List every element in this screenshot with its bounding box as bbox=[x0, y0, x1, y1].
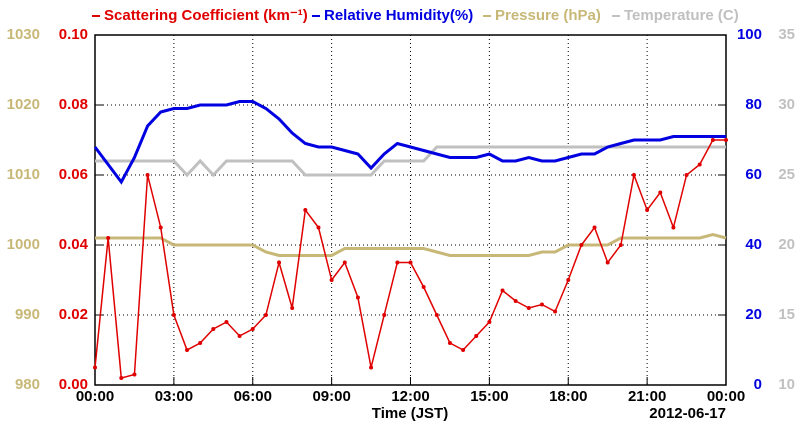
data-point bbox=[645, 208, 650, 212]
x-tick-label: 00:00 bbox=[76, 388, 114, 405]
y-tick-label: 30 bbox=[778, 96, 795, 113]
x-tick-label: 18:00 bbox=[549, 388, 587, 405]
y-tick-label: 0.06 bbox=[59, 166, 88, 183]
data-point bbox=[539, 302, 544, 307]
y-tick-label: 60 bbox=[745, 166, 762, 183]
data-point bbox=[553, 309, 558, 314]
data-point bbox=[526, 306, 531, 310]
data-point bbox=[342, 260, 347, 265]
data-point bbox=[263, 313, 268, 317]
y-tick-label: 0.00 bbox=[59, 376, 88, 393]
data-point bbox=[631, 173, 636, 177]
x-tick-label: 21:00 bbox=[628, 388, 666, 405]
legend-label: Temperature (C) bbox=[624, 7, 739, 24]
data-point bbox=[487, 320, 492, 324]
data-point bbox=[579, 243, 584, 247]
data-point bbox=[618, 243, 623, 247]
data-point bbox=[710, 138, 715, 142]
x-tick-label: 12:00 bbox=[391, 388, 429, 405]
y-tick-label: 0 bbox=[754, 376, 762, 393]
y-tick-label: 0.10 bbox=[59, 26, 88, 43]
y-tick-label: 10 bbox=[778, 376, 795, 393]
data-point bbox=[605, 260, 610, 265]
y-tick-label: 0.04 bbox=[59, 236, 89, 253]
data-point bbox=[211, 327, 216, 331]
data-point bbox=[277, 260, 282, 265]
data-point bbox=[237, 334, 242, 338]
data-point bbox=[500, 288, 505, 293]
date-label: 2012-06-17 bbox=[649, 405, 726, 422]
y-tick-label: 0.02 bbox=[59, 306, 88, 323]
data-point bbox=[461, 348, 466, 352]
data-point bbox=[421, 285, 426, 289]
data-point bbox=[224, 320, 229, 324]
x-tick-label: 09:00 bbox=[312, 388, 350, 405]
x-tick-label: 15:00 bbox=[470, 388, 508, 405]
y-tick-label: 990 bbox=[15, 306, 40, 323]
y-tick-label: 80 bbox=[745, 96, 762, 113]
data-point bbox=[329, 278, 334, 282]
legend-label: Relative Humidity(%) bbox=[324, 7, 473, 24]
data-point bbox=[106, 236, 111, 240]
data-point bbox=[171, 313, 176, 317]
data-point bbox=[198, 341, 203, 345]
y-tick-label: 40 bbox=[745, 236, 762, 253]
data-point bbox=[158, 225, 163, 230]
data-point bbox=[447, 341, 452, 345]
data-point bbox=[592, 225, 597, 230]
series-line bbox=[93, 100, 726, 185]
x-tick-label: 00:00 bbox=[707, 388, 745, 405]
y-tick-label: 20 bbox=[778, 236, 795, 253]
x-axis-label: Time (JST) bbox=[372, 405, 448, 422]
data-point bbox=[145, 173, 150, 177]
y-tick-label: 1020 bbox=[7, 96, 40, 113]
data-point bbox=[119, 376, 124, 380]
x-tick-label: 06:00 bbox=[234, 388, 272, 405]
data-point bbox=[395, 260, 400, 265]
data-point bbox=[369, 365, 374, 370]
data-point bbox=[408, 260, 413, 265]
y-tick-label: 1000 bbox=[7, 236, 40, 253]
y-tick-label: 1010 bbox=[7, 166, 40, 183]
data-point bbox=[658, 190, 663, 195]
data-point bbox=[434, 313, 439, 317]
y-tick-label: 25 bbox=[778, 166, 795, 183]
data-point bbox=[132, 372, 137, 377]
data-point bbox=[724, 138, 728, 142]
data-point bbox=[93, 365, 97, 370]
series-line bbox=[95, 145, 726, 178]
data-point bbox=[316, 225, 321, 230]
data-point bbox=[290, 306, 295, 310]
data-point bbox=[513, 299, 518, 303]
data-point bbox=[474, 334, 479, 338]
y-tick-label: 980 bbox=[15, 376, 40, 393]
legend-label: Pressure (hPa) bbox=[495, 7, 601, 24]
y-tick-label: 35 bbox=[778, 26, 795, 43]
data-point bbox=[355, 295, 360, 300]
y-tick-label: 20 bbox=[745, 306, 762, 323]
data-point bbox=[566, 278, 571, 282]
data-point bbox=[303, 208, 308, 212]
data-point bbox=[185, 348, 190, 352]
series-line bbox=[95, 232, 727, 257]
x-tick-label: 03:00 bbox=[155, 388, 193, 405]
y-tick-label: 100 bbox=[737, 26, 762, 43]
y-tick-label: 1030 bbox=[7, 26, 40, 43]
y-tick-label: 15 bbox=[778, 306, 795, 323]
y-tick-label: 0.08 bbox=[59, 96, 88, 113]
data-point bbox=[250, 327, 255, 331]
legend-label: Scattering Coefficient (km⁻¹) bbox=[104, 7, 308, 24]
data-point bbox=[684, 173, 689, 177]
data-point bbox=[671, 225, 676, 230]
data-point bbox=[382, 313, 387, 317]
data-point bbox=[697, 162, 702, 167]
